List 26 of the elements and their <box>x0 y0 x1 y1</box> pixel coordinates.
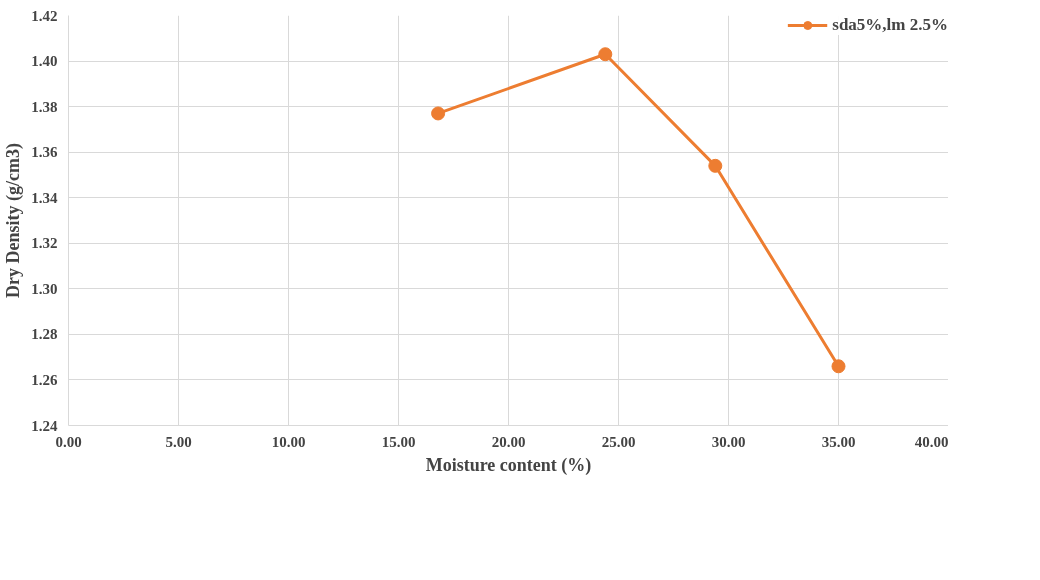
point <box>831 359 846 374</box>
y-tick-label: 1.30 <box>31 280 58 297</box>
legend-label: sda5%,lm 2.5% <box>832 15 948 35</box>
y-tick-label: 1.38 <box>31 98 58 115</box>
x-tick-label: 10.00 <box>271 433 306 450</box>
y-tick-label: 1.34 <box>31 189 58 206</box>
y-axis-title: Dry Density (g/cm3) <box>3 143 25 298</box>
x-tick-label: 15.00 <box>381 433 416 450</box>
x-tick-label: 30.00 <box>711 433 746 450</box>
y-tick-label: 1.36 <box>31 144 58 161</box>
y-tick-label: 1.28 <box>31 326 58 343</box>
y-tick-label: 1.26 <box>31 371 58 388</box>
point <box>431 106 446 121</box>
x-tick-label: 25.00 <box>601 433 636 450</box>
x-tick-label: 5.00 <box>165 433 192 450</box>
x-tick-label: 35.00 <box>821 433 856 450</box>
y-tick-label: 1.32 <box>31 235 58 252</box>
y-tick-label: 1.40 <box>31 53 58 70</box>
point <box>598 47 613 62</box>
point <box>708 158 723 173</box>
x-tick-label: 40.00 <box>914 433 949 450</box>
y-tick-label: 1.42 <box>31 7 58 24</box>
y-tick-label: 1.24 <box>31 417 58 434</box>
x-tick-label: 0.00 <box>55 433 82 450</box>
x-axis-title: Moisture content (%) <box>425 454 592 476</box>
x-tick-label: 20.00 <box>491 433 526 450</box>
